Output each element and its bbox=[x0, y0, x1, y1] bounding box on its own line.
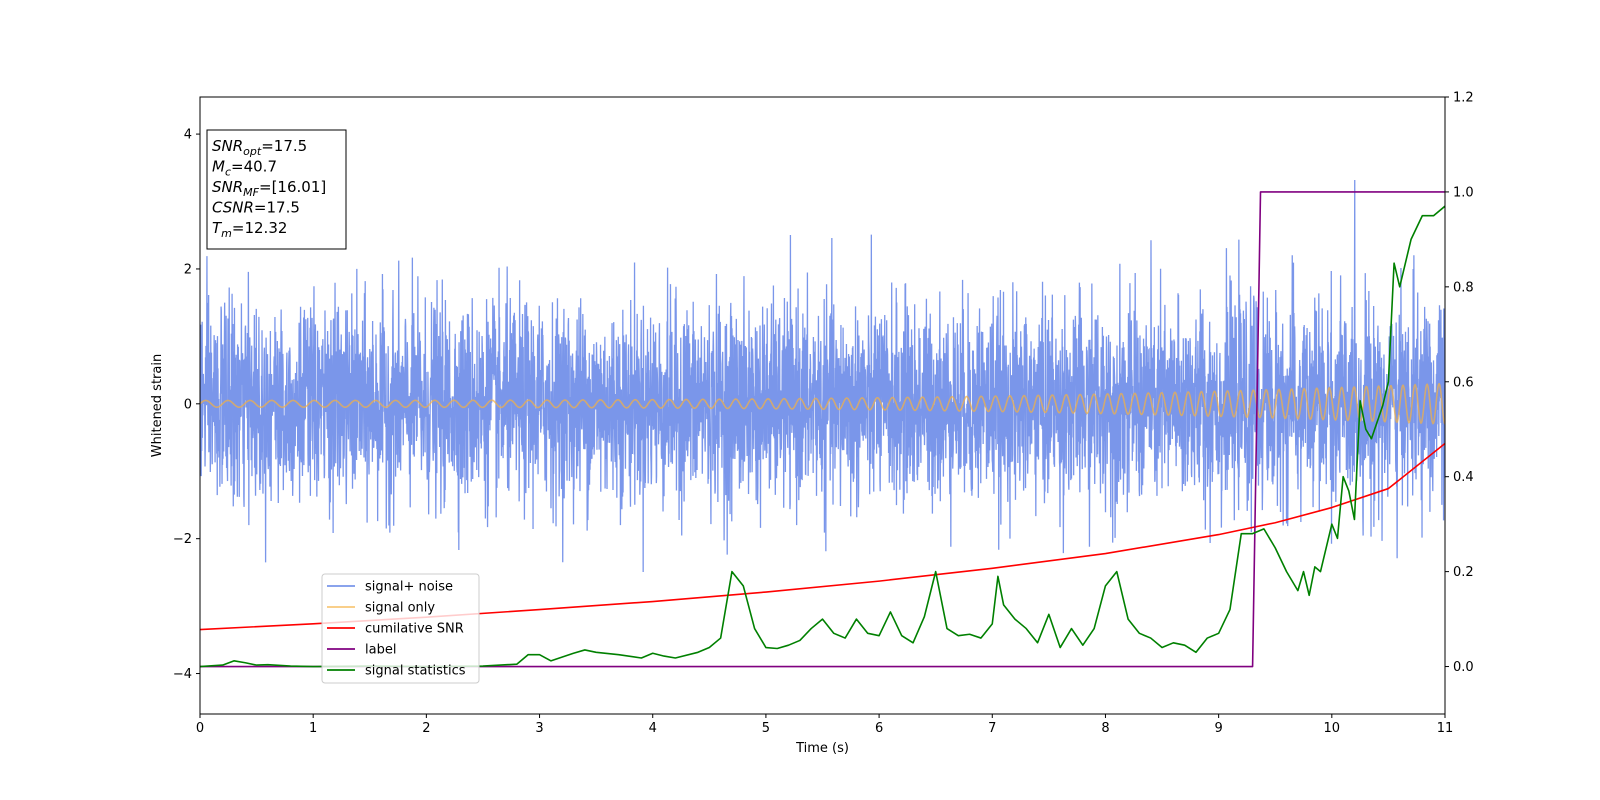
x-tick-label: 10 bbox=[1324, 721, 1341, 736]
info-box-line: Tm=12.32 bbox=[212, 219, 287, 240]
y2-tick-label: 0.6 bbox=[1453, 375, 1474, 390]
x-tick-label: 7 bbox=[988, 721, 996, 736]
legend-frame bbox=[321, 573, 480, 684]
legend-label: signal statistics bbox=[365, 664, 466, 679]
x-tick-label: 2 bbox=[422, 721, 430, 736]
legend-label: signal+ noise bbox=[365, 580, 453, 595]
x-tick-label: 4 bbox=[649, 721, 657, 736]
y2-tick-label: 0.2 bbox=[1453, 565, 1474, 580]
signal-only-line bbox=[200, 382, 1445, 425]
y2-tick-label: 1.0 bbox=[1453, 185, 1474, 200]
y2-tick-label: 1.2 bbox=[1453, 91, 1474, 106]
info-box-line: CSNR=17.5 bbox=[212, 199, 300, 217]
legend-label: signal only bbox=[365, 601, 435, 616]
y2-tick-label: 0.4 bbox=[1453, 470, 1474, 485]
y-tick-label: 2 bbox=[184, 262, 192, 277]
info-box-line: Mc=40.7 bbox=[212, 158, 277, 179]
x-tick-label: 9 bbox=[1214, 721, 1222, 736]
x-tick-label: 1 bbox=[309, 721, 317, 736]
plot-frame bbox=[199, 96, 1446, 715]
y-axis-label: Whitened strain bbox=[150, 354, 165, 457]
y-tick-label: −2 bbox=[173, 532, 192, 547]
x-tick-label: 0 bbox=[196, 721, 204, 736]
x-tick-label: 8 bbox=[1101, 721, 1109, 736]
x-tick-label: 11 bbox=[1437, 721, 1454, 736]
x-tick-label: 3 bbox=[535, 721, 543, 736]
x-axis-label: Time (s) bbox=[795, 741, 849, 756]
y-tick-label: 4 bbox=[184, 128, 192, 143]
legend-label: label bbox=[365, 643, 396, 658]
y2-tick-label: 0.8 bbox=[1453, 280, 1474, 295]
signal-noise-line bbox=[200, 179, 1445, 573]
signal-noise-series bbox=[200, 179, 1445, 573]
legend: signal+ noise signal only cumilative SNR la… bbox=[321, 573, 480, 684]
signal-statistics-line bbox=[200, 205, 1445, 668]
legend-label: cumilative SNR bbox=[365, 622, 464, 637]
info-box-frame bbox=[206, 129, 347, 250]
x-tick-label: 6 bbox=[875, 721, 883, 736]
info-box-line: SNRMF=[16.01] bbox=[212, 178, 326, 199]
y-tick-label: 0 bbox=[184, 397, 192, 412]
info-box-line: SNRopt=17.5 bbox=[212, 137, 307, 158]
label-line bbox=[200, 191, 1445, 668]
x-tick-label: 5 bbox=[762, 721, 770, 736]
info-box: SNRopt=17.5Mc=40.7SNRMF=[16.01]CSNR=17.5… bbox=[206, 129, 347, 250]
y2-tick-label: 0.0 bbox=[1453, 660, 1474, 675]
y-tick-label: −4 bbox=[173, 667, 192, 682]
